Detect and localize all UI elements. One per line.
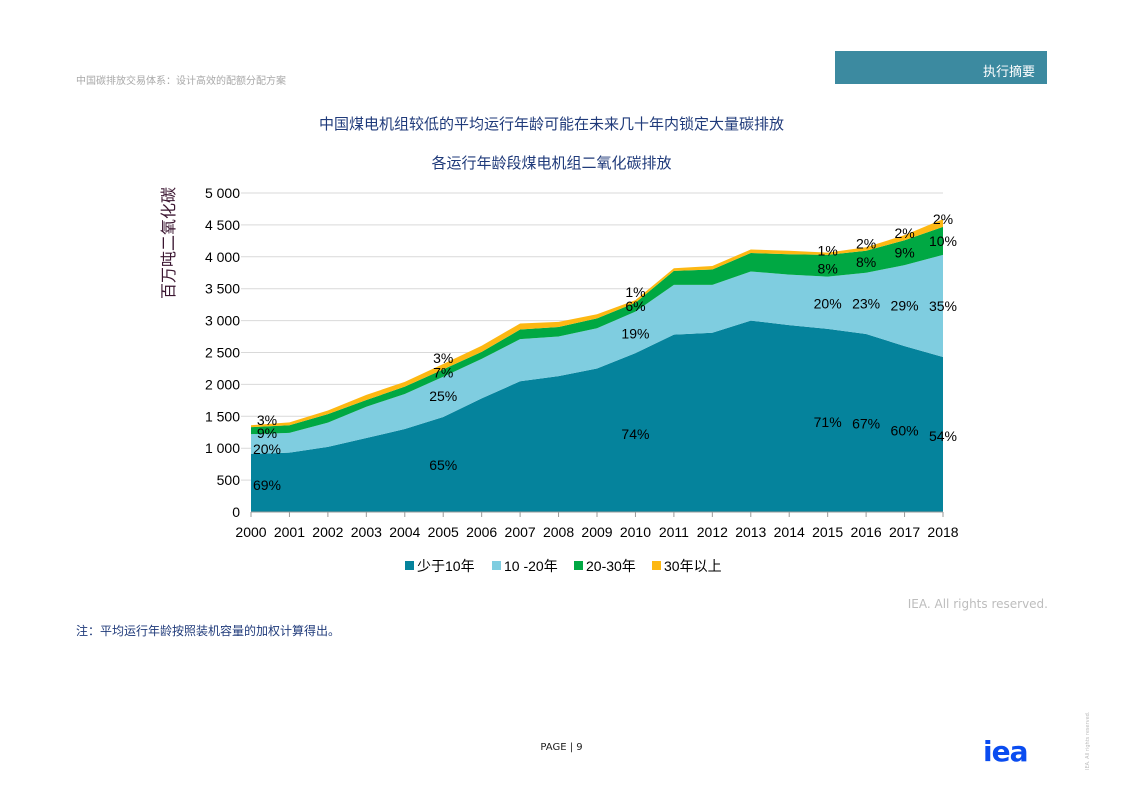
data-label: 29% — [891, 297, 919, 313]
x-tick-label: 2003 — [351, 524, 382, 540]
x-tick-label: 2002 — [312, 524, 343, 540]
data-label: 3% — [433, 350, 453, 366]
x-tick-label: 2013 — [735, 524, 766, 540]
data-label: 2% — [933, 211, 953, 227]
x-tick-label: 2000 — [235, 524, 266, 540]
legend-label: 10 -20年 — [504, 558, 558, 574]
side-rights-notice: IEA. All rights reserved. — [1085, 711, 1091, 770]
data-label: 69% — [253, 477, 281, 493]
legend-label: 30年以上 — [664, 558, 722, 574]
data-label: 74% — [621, 426, 649, 442]
data-label: 1% — [818, 242, 838, 258]
x-tick-label: 2005 — [428, 524, 459, 540]
legend-swatch — [574, 561, 583, 570]
data-label: 19% — [621, 325, 649, 341]
y-tick-label: 5 000 — [205, 185, 240, 201]
data-label: 67% — [852, 415, 880, 431]
data-label: 8% — [818, 260, 838, 276]
x-tick-label: 2001 — [274, 524, 305, 540]
iea-logo[interactable]: iea — [983, 735, 1028, 768]
data-label: 10% — [929, 233, 957, 249]
x-tick-label: 2011 — [659, 524, 689, 540]
data-label: 3% — [257, 412, 277, 428]
legend-label: 20-30年 — [586, 558, 636, 574]
rights-notice: IEA. All rights reserved. — [907, 597, 1048, 611]
y-tick-label: 2 000 — [205, 376, 240, 392]
data-label: 8% — [856, 254, 876, 270]
x-tick-label: 2009 — [581, 524, 612, 540]
x-tick-label: 2016 — [851, 524, 882, 540]
x-tick-label: 2007 — [505, 524, 536, 540]
area-series-1 — [251, 254, 943, 455]
legend-swatch — [492, 561, 501, 570]
y-tick-label: 1 500 — [205, 408, 240, 424]
y-tick-label: 4 000 — [205, 249, 240, 265]
legend-swatch — [405, 561, 414, 570]
area-series-0 — [251, 320, 943, 512]
y-tick-label: 500 — [217, 472, 241, 488]
data-label: 65% — [429, 457, 457, 473]
data-label: 9% — [257, 425, 277, 441]
data-label: 6% — [625, 298, 645, 314]
x-tick-label: 2012 — [697, 524, 728, 540]
data-label: 1% — [625, 284, 645, 300]
x-tick-label: 2017 — [889, 524, 920, 540]
x-tick-label: 2004 — [389, 524, 420, 540]
page-number: PAGE | 9 — [540, 742, 583, 753]
chart-title: 各运行年龄段煤电机组二氧化碳排放 — [431, 154, 672, 172]
footnote: 注：平均运行年龄按照装机容量的加权计算得出。 — [76, 624, 341, 638]
data-label: 2% — [894, 225, 914, 241]
data-label: 25% — [429, 388, 457, 404]
data-label: 2% — [856, 235, 876, 251]
y-tick-label: 3 000 — [205, 313, 240, 329]
y-axis-label: 百万吨二氧化碳 — [160, 187, 178, 299]
data-label: 54% — [929, 428, 957, 444]
data-label: 35% — [929, 298, 957, 314]
data-label: 20% — [814, 295, 842, 311]
section-tab[interactable]: 执行摘要 — [835, 51, 1047, 84]
area-series-2 — [251, 226, 943, 435]
legend-swatch — [652, 561, 661, 570]
x-tick-label: 2018 — [927, 524, 958, 540]
legend-label: 少于10年 — [417, 558, 475, 574]
data-label: 60% — [891, 422, 919, 438]
data-label: 71% — [814, 414, 842, 430]
area-series-3 — [251, 219, 943, 428]
headline: 中国煤电机组较低的平均运行年龄可能在未来几十年内锁定大量碳排放 — [318, 115, 784, 133]
y-tick-label: 3 500 — [205, 281, 240, 297]
x-tick-label: 2010 — [620, 524, 651, 540]
x-tick-label: 2008 — [543, 524, 574, 540]
document-title: 中国碳排放交易体系：设计高效的配额分配方案 — [76, 76, 286, 87]
data-label: 23% — [852, 295, 880, 311]
data-label: 7% — [433, 364, 453, 380]
data-label: 20% — [253, 441, 281, 457]
x-tick-label: 2006 — [466, 524, 497, 540]
y-tick-label: 2 500 — [205, 345, 240, 361]
y-tick-label: 0 — [232, 504, 240, 520]
x-tick-label: 2014 — [774, 524, 805, 540]
x-tick-label: 2015 — [812, 524, 843, 540]
y-tick-label: 1 000 — [205, 440, 240, 456]
y-tick-label: 4 500 — [205, 217, 240, 233]
data-label: 9% — [894, 244, 914, 260]
